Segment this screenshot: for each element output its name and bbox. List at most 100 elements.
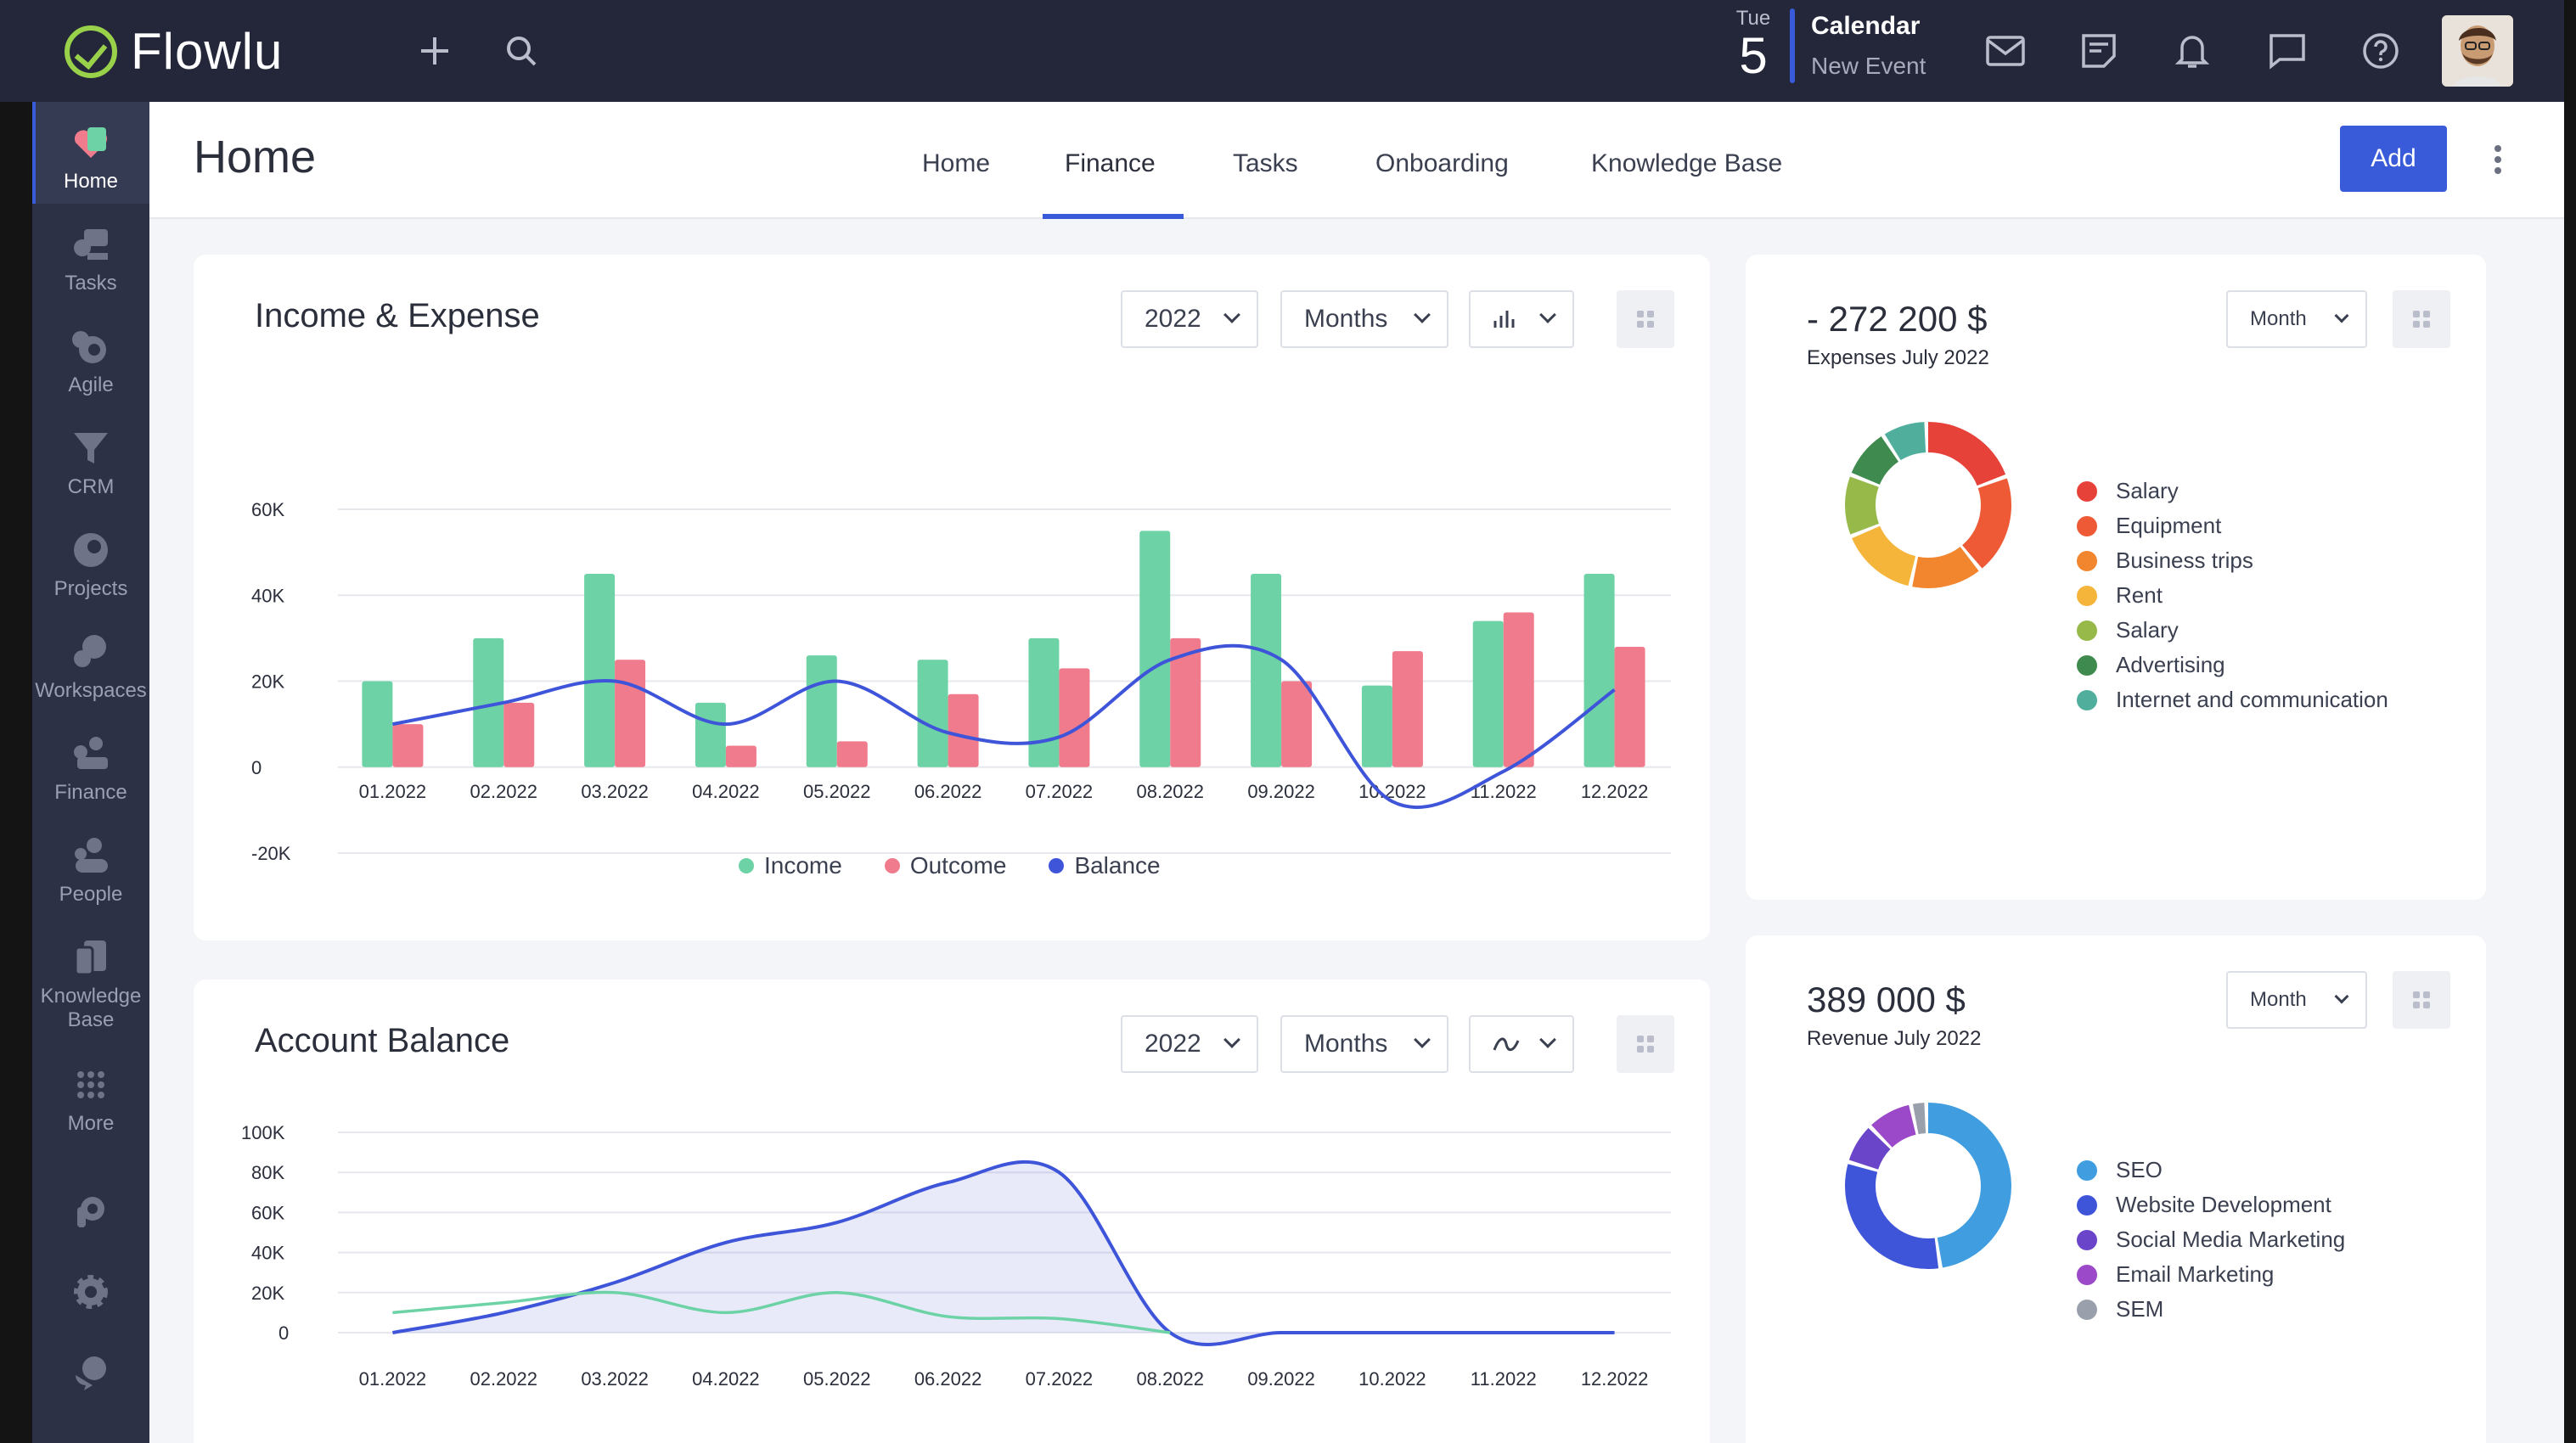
income-bar [695,702,726,767]
line-chart-icon [1493,1037,1520,1052]
revenue-legend-item[interactable]: Website Development [2077,1188,2345,1222]
outcome-legend-dot [884,858,900,873]
legend-dot [2077,620,2097,641]
expenses-period-select[interactable]: Month [2226,290,2367,348]
sidebar-item-agile[interactable]: Agile [32,324,149,397]
year-select[interactable]: 2022 [1121,290,1258,348]
tab-knowledge-base[interactable]: Knowledge Base [1591,149,1783,177]
revenue-legend-item[interactable]: Email Marketing [2077,1257,2345,1292]
user-avatar[interactable] [2442,15,2513,87]
revenue-legend-item[interactable]: SEM [2077,1292,2345,1327]
outcome-bar [725,745,756,767]
sidebar-support-button[interactable] [32,1350,149,1399]
new-event-link[interactable]: New Event [1811,53,1926,79]
drag-handle-icon[interactable] [2393,971,2450,1029]
sidebar-item-tasks[interactable]: Tasks [32,222,149,295]
x-tick-label: 12.2022 [1581,1368,1649,1390]
sidebar-item-people[interactable]: People [32,834,149,907]
legend-outcome[interactable]: Outcome [909,852,1007,879]
revenue-legend-item[interactable]: Social Media Marketing [2077,1222,2345,1257]
expenses-legend-item[interactable]: Salary [2077,474,2388,508]
legend-dot [2077,480,2097,502]
x-tick-label: 09.2022 [1247,781,1315,802]
income-bar [584,573,616,767]
chevron-down-icon [2334,989,2349,1004]
tab-finance[interactable]: Finance [1065,149,1156,177]
legend-label: Email Marketing [2116,1261,2275,1287]
notes-icon[interactable] [2073,25,2124,76]
sidebar-item-workspaces[interactable]: Workspaces [32,630,149,703]
period-select[interactable]: Months [1280,1015,1448,1073]
drag-handle-icon[interactable] [1617,1015,1674,1073]
revenue-legend-item[interactable]: SEO [2077,1153,2345,1188]
plus-icon[interactable] [409,25,460,76]
x-tick-label: 08.2022 [1136,1368,1204,1390]
expenses-card: - 272 200 $ Expenses July 2022 Month Sal… [1746,255,2486,900]
income-bar [1251,573,1282,767]
app-logo[interactable]: Flowlu [65,22,283,81]
x-tick-label: 04.2022 [692,781,760,802]
help-icon[interactable] [2355,25,2406,76]
period-select[interactable]: Months [1280,290,1448,348]
expenses-legend-item[interactable]: Business trips [2077,543,2388,578]
date-day-number: 5 [1739,27,1768,84]
tab-onboarding[interactable]: Onboarding [1375,149,1509,177]
account-balance-chart: 100K 80K 60K 40K 20K 0 01.2022 02.2022 03.2022 04… [241,1122,1671,1390]
expenses-legend-item[interactable]: Equipment [2077,508,2388,543]
add-button[interactable]: Add [2340,126,2447,192]
sidebar-apps-button[interactable] [32,1190,149,1239]
finance-icon [74,737,108,769]
more-options-icon[interactable] [2489,143,2506,177]
legend-label: Equipment [2116,513,2222,538]
sidebar-item-finance[interactable]: Finance [32,732,149,805]
legend-dot [2077,654,2097,676]
revenue-period-select[interactable]: Month [2226,971,2367,1029]
legend-dot [2077,1299,2097,1320]
tab-home[interactable]: Home [922,149,991,177]
legend-balance[interactable]: Balance [1074,852,1161,879]
date-widget[interactable]: Tue 5 [1732,7,1775,81]
expenses-legend-item[interactable]: Advertising [2077,648,2388,682]
drag-handle-icon[interactable] [2393,290,2450,348]
year-select[interactable]: 2022 [1121,1015,1258,1073]
expenses-legend-item[interactable]: Salary [2077,613,2388,648]
expenses-legend-item[interactable]: Internet and communication [2077,682,2388,717]
chart-type-select[interactable] [1469,290,1574,348]
revenue-period-value: Month [2250,988,2307,1011]
outcome-bar [836,741,868,767]
page-title: Home [194,132,317,182]
sidebar-item-home[interactable]: Home [32,121,149,194]
bell-icon[interactable] [2167,25,2218,76]
logo-check-icon [65,25,117,78]
top-bar: Flowlu Tue 5 Calendar New Event [0,0,2576,102]
sidebar: Home Tasks Agile CRM Projects Workspaces… [32,102,149,1443]
outcome-bar [1614,647,1645,767]
sidebar-item-knowledge-base[interactable]: Knowledge Base [32,935,149,1032]
window-edge-right [2564,0,2576,1443]
sidebar-item-crm[interactable]: CRM [32,426,149,499]
legend-label: Website Development [2116,1192,2331,1217]
income-bar [1139,531,1171,767]
outcome-bar [1281,681,1313,767]
revenue-slice [1845,1103,2011,1269]
outcome-bar [1059,668,1090,767]
bar-chart-icon [1493,311,1515,328]
chart-type-select[interactable] [1469,1015,1574,1073]
mail-icon[interactable] [1980,25,2031,76]
legend-dot [2077,1194,2097,1216]
expenses-legend: Salary Equipment Business trips Rent Salary A… [2077,474,2388,717]
income-bar [806,655,837,767]
expenses-legend-item[interactable]: Rent [2077,578,2388,613]
search-icon[interactable] [496,25,547,76]
sidebar-item-projects[interactable]: Projects [32,528,149,601]
tab-tasks[interactable]: Tasks [1233,149,1298,177]
legend-income[interactable]: Income [764,852,842,879]
calendar-title[interactable]: Calendar [1811,12,1921,40]
x-tick-label: 07.2022 [1026,781,1094,802]
chat-icon[interactable] [2262,25,2313,76]
income-bar [1028,637,1060,767]
income-expense-chart: 60K 40K 20K 0 -20K 01.2022 02.2022 03.2022 04.20… [251,499,1671,864]
sidebar-settings-button[interactable] [32,1270,149,1319]
drag-handle-icon[interactable] [1617,290,1674,348]
sidebar-item-more[interactable]: More [32,1063,149,1136]
